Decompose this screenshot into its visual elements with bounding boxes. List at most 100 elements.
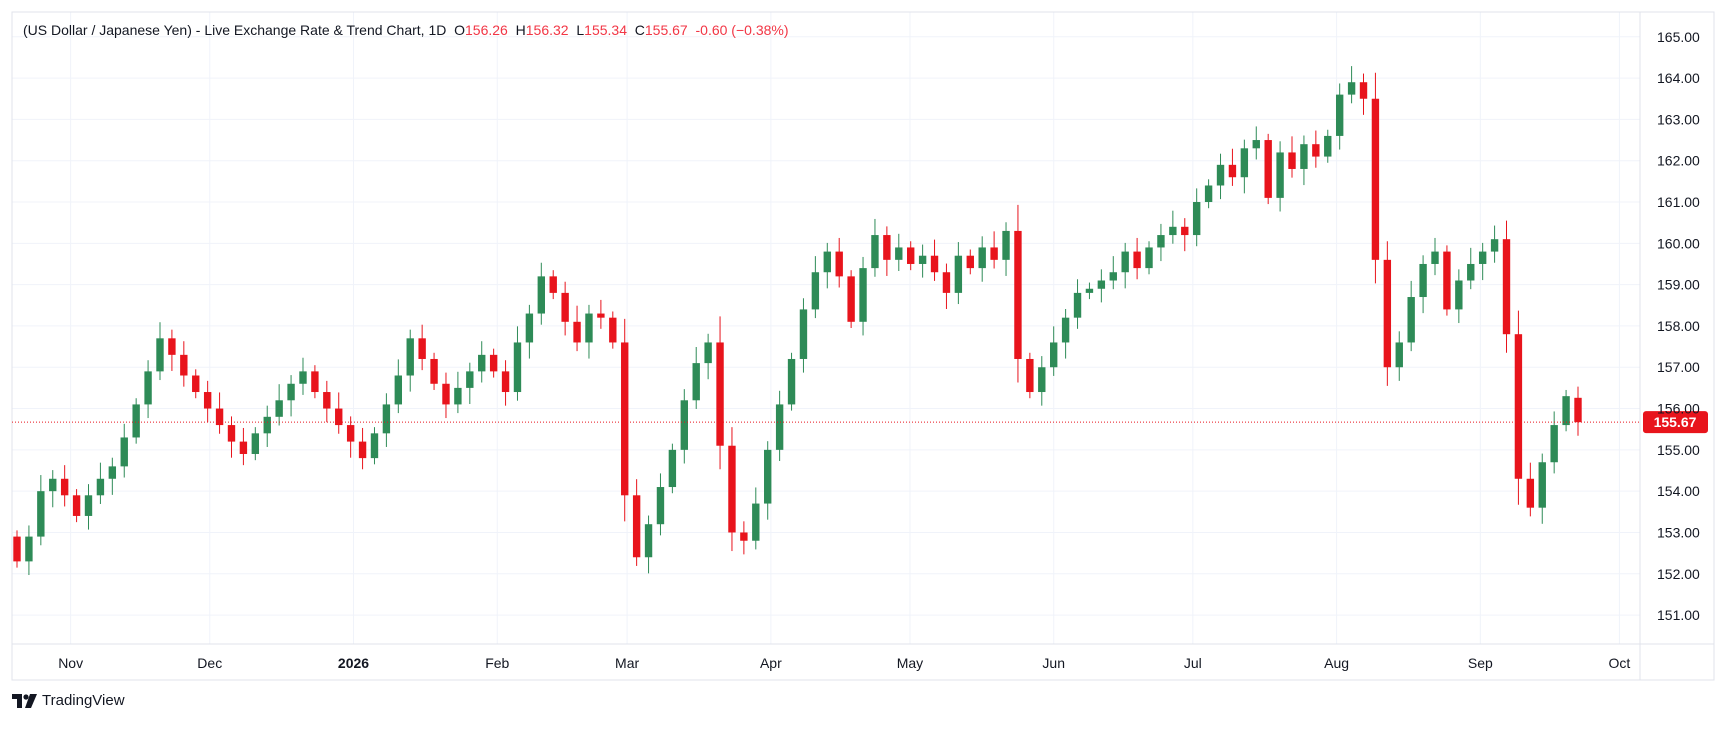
candle <box>60 465 69 507</box>
candle-body <box>775 404 784 450</box>
candle-body <box>120 437 128 467</box>
candle <box>1264 133 1272 205</box>
candle <box>49 470 57 508</box>
candle <box>1216 153 1225 200</box>
tradingview-logo[interactable]: TradingView <box>12 692 125 709</box>
candle-body <box>1216 164 1225 186</box>
candle-body <box>394 375 403 405</box>
candle <box>823 242 831 289</box>
candle-body <box>1514 334 1523 479</box>
candle-body <box>847 276 855 322</box>
candle-body <box>859 268 867 322</box>
candle-body <box>203 392 212 409</box>
candle <box>525 304 534 359</box>
candle <box>287 375 295 417</box>
candle-body <box>811 272 820 310</box>
low-value: 155.34 <box>584 22 627 38</box>
candle-body <box>466 371 474 388</box>
candle <box>144 360 152 419</box>
candles <box>13 66 1582 576</box>
candle-body <box>144 371 152 405</box>
candle-body <box>1264 140 1272 198</box>
candle-body <box>1109 272 1117 281</box>
x-tick-label: Feb <box>485 655 509 671</box>
candle-body <box>72 495 81 516</box>
candle <box>1121 242 1129 289</box>
candle <box>382 393 391 447</box>
candle-body <box>823 251 831 273</box>
candle-body <box>132 404 140 438</box>
candle <box>907 241 915 271</box>
candle <box>561 281 569 336</box>
x-axis[interactable]: Nov Dec 2026 Feb Mar Apr May Jun Jul Aug Sep Oct <box>58 655 1630 671</box>
candle <box>990 231 998 269</box>
candle <box>37 475 45 546</box>
candle <box>358 427 367 470</box>
candle <box>704 333 712 380</box>
candle <box>597 299 605 329</box>
candle <box>1204 179 1213 209</box>
candle <box>1133 237 1141 280</box>
candle-body <box>537 276 545 314</box>
candle-body <box>96 478 105 496</box>
candle-body <box>1300 144 1308 169</box>
candle <box>239 427 248 466</box>
change-value: -0.60 (−0.38%) <box>695 22 789 38</box>
x-tick-label: May <box>897 655 923 671</box>
candle-body <box>990 247 998 260</box>
x-tick-label: Nov <box>58 655 83 671</box>
candle <box>871 218 879 277</box>
candle-body <box>728 445 736 533</box>
x-tick-label: Jun <box>1042 655 1065 671</box>
candle-body <box>549 276 557 293</box>
candle <box>1145 241 1153 275</box>
candle-body <box>561 292 569 322</box>
candle-body <box>299 371 307 384</box>
candle-body <box>1157 235 1165 248</box>
candle <box>1526 462 1535 517</box>
candle-body <box>704 342 712 364</box>
candle <box>96 462 105 504</box>
candle <box>644 515 653 574</box>
candle <box>1419 255 1427 314</box>
y-tick-label: 160.00 <box>1657 235 1700 251</box>
candle-body <box>489 354 498 372</box>
y-tick-label: 159.00 <box>1657 277 1700 293</box>
candle-body <box>358 441 367 459</box>
candle <box>180 341 188 387</box>
candle <box>1038 356 1046 406</box>
candle-body <box>692 363 700 401</box>
candle-body <box>1014 230 1022 359</box>
candle <box>883 226 891 276</box>
candle <box>811 256 820 319</box>
candle-body <box>1276 152 1284 198</box>
y-tick-label: 157.00 <box>1657 359 1700 375</box>
y-axis[interactable]: 165.00 164.00 163.00 162.00 161.00 160.00 159.… <box>1657 29 1700 623</box>
candle <box>513 326 522 401</box>
candle-body <box>156 338 164 372</box>
y-tick-label: 163.00 <box>1657 111 1700 127</box>
candle <box>585 304 593 359</box>
grid <box>12 12 1640 644</box>
candle <box>835 237 843 288</box>
candle <box>692 347 700 409</box>
candle <box>13 530 21 568</box>
candle <box>1097 269 1106 303</box>
candle-body <box>370 433 379 459</box>
plot-border <box>11 11 1715 681</box>
x-tick-label: 2026 <box>338 655 369 671</box>
candle <box>370 427 379 465</box>
candle <box>1359 73 1368 115</box>
candle <box>323 380 331 423</box>
candle <box>215 392 224 434</box>
candle-body <box>1455 280 1463 310</box>
candle <box>501 360 510 406</box>
x-tick-label: Sep <box>1468 655 1493 671</box>
candle-body <box>585 313 593 343</box>
candle <box>120 423 128 478</box>
candle <box>1240 139 1249 194</box>
open-label: O <box>454 22 466 38</box>
candle <box>311 365 319 399</box>
